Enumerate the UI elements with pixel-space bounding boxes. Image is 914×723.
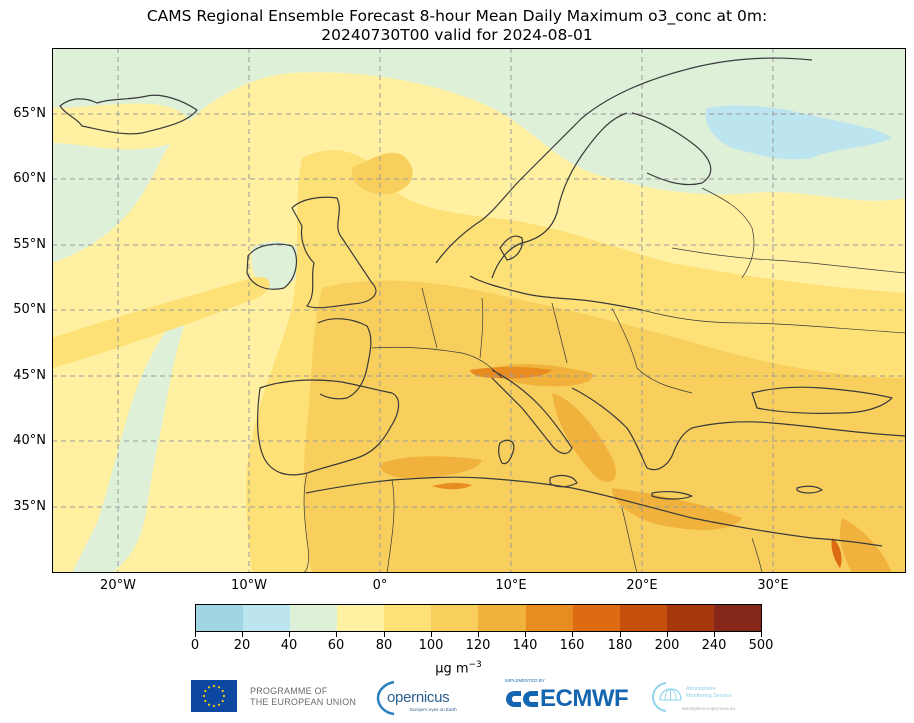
colorbar-tick — [384, 632, 385, 637]
eu-programme-text: PROGRAMME OF THE EUROPEAN UNION — [250, 686, 356, 708]
plot-title-line1: CAMS Regional Ensemble Forecast 8-hour M… — [146, 7, 768, 25]
colorbar-segment — [337, 605, 385, 631]
colorbar-label: 240 — [701, 638, 727, 653]
colorbar-segment — [713, 605, 761, 631]
ecmwf-wordmark: ECMWF — [540, 685, 629, 712]
colorbar — [195, 604, 762, 632]
colorbar-tick — [714, 632, 715, 637]
lat-label-55n: 55°N — [13, 237, 46, 252]
cams-service-name: Atmosphere Monitoring Service — [686, 686, 732, 700]
colorbar-tick — [620, 632, 621, 637]
colorbar-label: 0 — [190, 638, 200, 653]
colorbar-segment — [619, 605, 667, 631]
cams-text-line1: Atmosphere — [686, 686, 716, 692]
lon-label-10w: 10°W — [231, 578, 267, 593]
cams-text-line2: Monitoring Service — [686, 693, 732, 699]
unit-text: μg m — [435, 661, 469, 677]
colorbar-label: 80 — [375, 638, 393, 653]
lat-label-50n: 50°N — [13, 302, 46, 317]
colorbar-tick — [195, 632, 196, 637]
colorbar-label: 60 — [327, 638, 345, 653]
colorbar-segment — [572, 605, 620, 631]
colorbar-label: 100 — [418, 638, 444, 653]
lat-label-35n: 35°N — [13, 499, 46, 514]
colorbar-tick — [336, 632, 337, 637]
cams-globe-icon — [651, 682, 682, 712]
colorbar-label: 40 — [280, 638, 298, 653]
unit-exponent: −3 — [468, 660, 482, 670]
plot-title-line2: 20240730T00 valid for 2024-08-01 — [321, 26, 593, 44]
colorbar-tick — [431, 632, 432, 637]
colorbar-label: 140 — [512, 638, 538, 653]
colorbar-unit: μg m−3 — [0, 660, 914, 676]
copernicus-logo-icon — [376, 680, 395, 716]
ecmwf-implemented-by: IMPLEMENTED BY — [505, 678, 545, 683]
colorbar-segment — [290, 605, 338, 631]
lat-label-45n: 45°N — [13, 368, 46, 383]
ozone-map — [52, 48, 906, 573]
colorbar-tick — [289, 632, 290, 637]
cams-url: atmosphere.copernicus.eu — [682, 706, 736, 711]
colorbar-tick — [572, 632, 573, 637]
colorbar-label: 180 — [607, 638, 633, 653]
colorbar-label: 120 — [465, 638, 491, 653]
colorbar-label: 200 — [654, 638, 680, 653]
colorbar-segment — [384, 605, 432, 631]
lat-label-60n: 60°N — [13, 171, 46, 186]
lon-label-10e: 10°E — [495, 578, 527, 593]
colorbar-segment — [478, 605, 526, 631]
colorbar-segment — [196, 605, 244, 631]
copernicus-tagline: Europe's eyes on Earth — [410, 707, 457, 712]
copernicus-wordmark: opernicus — [387, 689, 450, 706]
colorbar-segment — [666, 605, 714, 631]
colorbar-tick — [478, 632, 479, 637]
colorbar-label: 20 — [233, 638, 251, 653]
colorbar-tick — [525, 632, 526, 637]
lon-label-20w: 20°W — [100, 578, 136, 593]
lat-label-65n: 65°N — [13, 106, 46, 121]
lon-label-20e: 20°E — [626, 578, 658, 593]
colorbar-segment — [431, 605, 479, 631]
colorbar-tick — [242, 632, 243, 637]
logo-strip: PROGRAMME OF THE EUROPEAN UNION opernicu… — [0, 676, 914, 720]
lon-label-30e: 30°E — [757, 578, 789, 593]
colorbar-tick — [667, 632, 668, 637]
eu-flag-icon — [191, 680, 237, 712]
colorbar-label: 500 — [748, 638, 774, 653]
colorbar-segment — [243, 605, 291, 631]
lon-label-0: 0° — [372, 578, 388, 593]
eu-text-line1: PROGRAMME OF — [250, 686, 328, 696]
colorbar-segment — [525, 605, 573, 631]
ecmwf-logo-icon — [506, 691, 538, 707]
colorbar-label: 160 — [559, 638, 585, 653]
colorbar-tick — [761, 632, 762, 637]
lat-label-40n: 40°N — [13, 433, 46, 448]
eu-text-line2: THE EUROPEAN UNION — [250, 697, 357, 707]
